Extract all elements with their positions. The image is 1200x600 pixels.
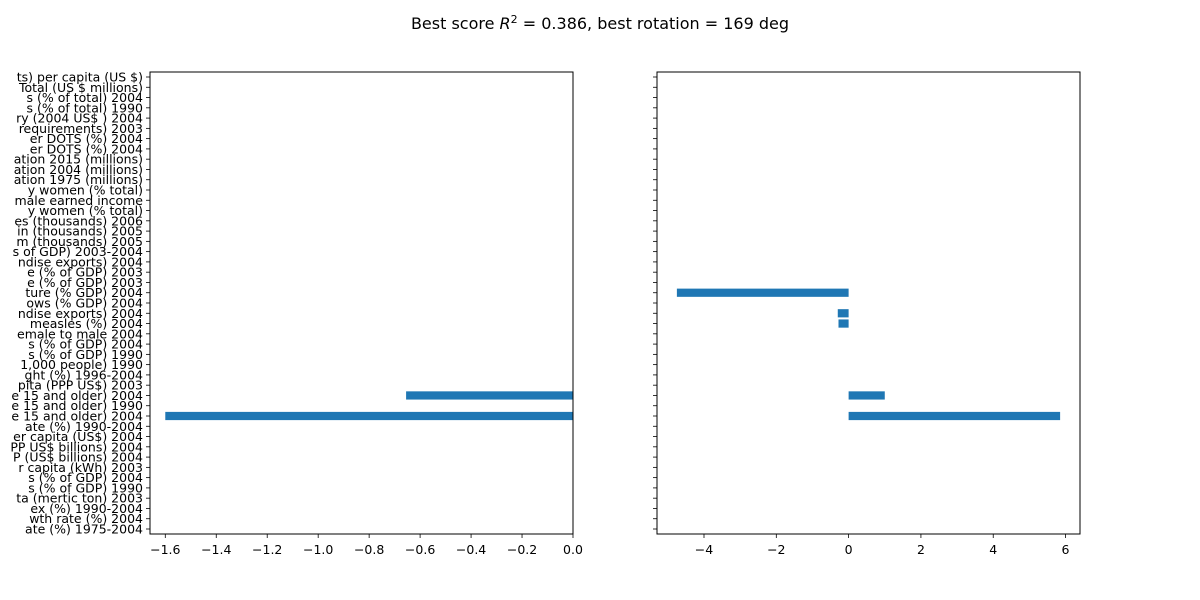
y-tick-label: ate (%) 1990-2004	[25, 419, 143, 434]
y-tick-label: ation 2004 (millions)	[14, 162, 143, 177]
left-bar	[165, 411, 573, 421]
y-tick-label: er DOTS (%) 2004	[30, 131, 143, 146]
right-bar	[676, 288, 849, 297]
left-axes: ts) per capita (US $)Total (US $ million…	[10, 70, 583, 558]
y-tick-label: y women (% total)	[28, 203, 143, 218]
y-tick-label: PP US$ billions) 2004	[10, 439, 143, 454]
y-tick-label: e 15 and older) 1990	[11, 398, 143, 413]
y-tick-label: s (% of total) 2004	[27, 90, 144, 105]
left-x-tick-label: −1.6	[150, 542, 180, 557]
y-tick-label: ndise exports) 2004	[18, 254, 143, 269]
y-tick-label: s (% of total) 1990	[27, 100, 144, 115]
y-tick-label: ndise exports) 2004	[18, 306, 143, 321]
y-tick-label: y women (% total)	[28, 183, 143, 198]
right-bar	[848, 411, 1061, 421]
y-tick-label: e (% of GDP) 2003	[27, 265, 143, 280]
y-tick-label: emale to male 2004	[17, 326, 143, 341]
y-tick-label: es (thousands) 2006	[14, 213, 143, 228]
right-x-tick-label: −2	[767, 542, 785, 557]
left-x-tick-label: −1.0	[303, 542, 333, 557]
left-bar	[406, 391, 573, 400]
right-bar	[838, 319, 849, 328]
y-tick-label: r capita (kWh) 2003	[18, 460, 143, 475]
y-tick-label: ts) per capita (US $)	[17, 70, 143, 85]
y-tick-label: ta (mertic ton) 2003	[16, 491, 143, 506]
chart-title: Best score R2 = 0.386, best rotation = 1…	[411, 13, 789, 33]
y-tick-label: ry (2004 US$ ) 2004	[16, 111, 143, 126]
y-tick-label: ght (%) 1996-2004	[25, 367, 144, 382]
right-axes: −4 −2 0 2 4 6	[653, 71, 1081, 557]
y-tick-label: er DOTS (%) 2004	[30, 141, 143, 156]
y-tick-label: ation 1975 (millions)	[14, 172, 143, 187]
y-tick-label: er capita (US$) 2004	[13, 429, 143, 444]
left-x-tick-label: −1.4	[201, 542, 231, 557]
y-tick-label: s (% of GDP) 2004	[28, 470, 143, 485]
y-tick-label: m (thousands) 2005	[16, 234, 143, 249]
y-tick-label: e 15 and older) 2004	[11, 409, 143, 424]
y-tick-label: s (% of GDP) 2004	[28, 337, 143, 352]
y-tick-label: ows (% GDP) 2004	[26, 296, 143, 311]
y-tick-label: wth rate (%) 2004	[29, 511, 143, 526]
y-tick-label: 1,000 people) 1990	[20, 357, 143, 372]
y-tick-label: ex (%) 1990-2004	[30, 501, 143, 516]
right-bar	[848, 391, 885, 400]
y-tick-label: requirements) 2003	[19, 121, 143, 136]
y-tick-label: male earned income	[14, 193, 143, 208]
left-x-tick-label: −0.8	[354, 542, 384, 557]
y-tick-label: e (% of GDP) 2003	[27, 275, 143, 290]
right-x-tick-label: −4	[695, 542, 713, 557]
y-tick-label: ate (%) 1975-2004	[25, 522, 143, 537]
left-x-tick-label: −0.2	[507, 542, 537, 557]
right-x-tick-label: 4	[989, 542, 997, 557]
left-x-tick-label: −0.4	[456, 542, 486, 557]
y-tick-label: s (% of GDP) 1990	[28, 480, 143, 495]
y-tick-label: in (thousands) 2005	[17, 224, 143, 239]
right-bar	[837, 309, 849, 318]
y-tick-label: e 15 and older) 2004	[11, 388, 143, 403]
y-tick-label: P (US$ billions) 2004	[13, 450, 143, 465]
left-x-tick-label: −0.6	[405, 542, 435, 557]
y-tick-label: ation 2015 (millions)	[14, 152, 143, 167]
y-tick-label: ture (% GDP) 2004	[25, 285, 143, 300]
right-x-tick-label: 2	[917, 542, 925, 557]
y-tick-label: Total (US $ millions)	[18, 80, 143, 95]
left-x-tick-label: −1.2	[252, 542, 282, 557]
right-x-tick-label: 6	[1062, 542, 1070, 557]
y-tick-label: s of GDP) 2003-2004	[13, 244, 143, 259]
left-x-tick-label: 0.0	[563, 542, 583, 557]
right-x-tick-label: 0	[845, 542, 853, 557]
y-tick-label: measles (%) 2004	[30, 316, 143, 331]
y-tick-label: s (% of GDP) 1990	[28, 347, 143, 362]
y-tick-label: pita (PPP US$) 2003	[18, 378, 143, 393]
